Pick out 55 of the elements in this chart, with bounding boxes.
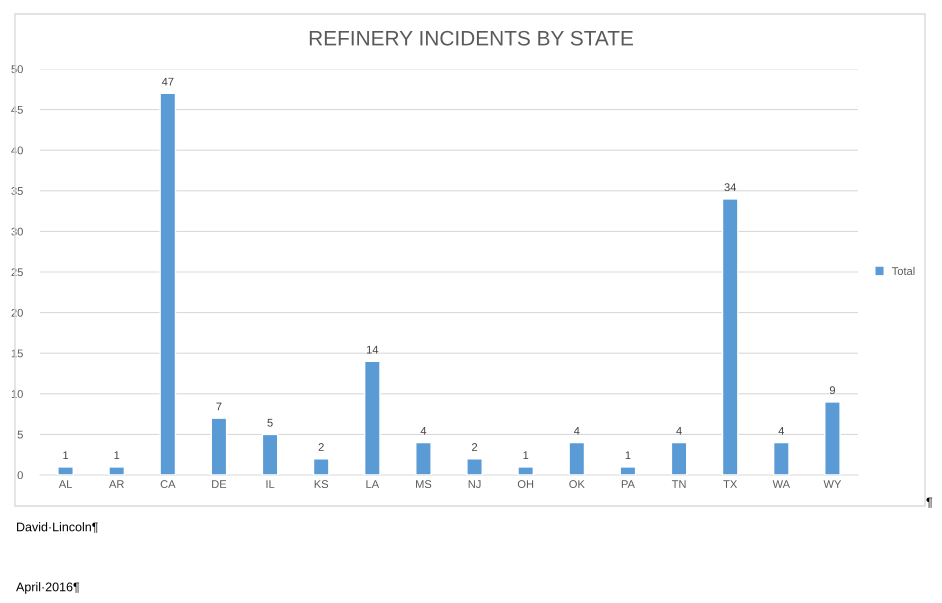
x-tick-label: MS xyxy=(416,480,432,488)
bar xyxy=(262,434,278,475)
y-tick-label: 0 xyxy=(18,471,23,480)
bar xyxy=(670,442,688,475)
data-label: 2 xyxy=(318,443,324,451)
x-tick-label: WA xyxy=(772,480,790,488)
bar xyxy=(620,466,636,475)
x-tick-label: AR xyxy=(108,480,124,488)
bar xyxy=(517,466,534,475)
text: ¶ xyxy=(926,498,932,508)
chart-title: REFINERY INCIDENTS BY STATE xyxy=(310,30,633,46)
legend-label: Total xyxy=(892,266,914,275)
x-tick-label: KS xyxy=(314,480,328,488)
text: April·2016¶ xyxy=(16,582,80,594)
x-tick-label: TN xyxy=(672,480,686,488)
data-label: 1 xyxy=(114,451,120,460)
x-tick-label: DE xyxy=(212,480,226,488)
data-label: 2 xyxy=(472,443,478,451)
bar xyxy=(210,417,228,475)
x-tick-label: PA xyxy=(622,480,635,488)
bar xyxy=(312,458,330,475)
x-tick-label: WY xyxy=(824,480,842,488)
bar xyxy=(824,401,841,475)
bar xyxy=(772,442,790,475)
x-tick-label: OK xyxy=(569,480,585,488)
x-tick-label: TX xyxy=(723,480,738,488)
data-label: 7 xyxy=(216,402,222,410)
bar xyxy=(57,466,74,475)
bar xyxy=(466,458,483,475)
x-tick-label: CA xyxy=(160,480,176,488)
data-label: 5 xyxy=(267,418,273,427)
data-label: 1 xyxy=(63,451,68,460)
data-label: 34 xyxy=(724,183,736,192)
x-tick-label: IL xyxy=(266,480,274,488)
bar xyxy=(159,92,176,475)
x-tick-label: OH xyxy=(518,480,534,488)
x-tick-label: LA xyxy=(366,480,380,488)
x-tick-label: NJ xyxy=(468,480,481,488)
text: David·Lincoln¶ xyxy=(17,522,98,533)
y-tick-label: 5 xyxy=(18,430,23,439)
data-label: 9 xyxy=(830,386,835,394)
x-tick-label: AL xyxy=(58,480,72,488)
bar xyxy=(415,442,432,475)
data-label: 1 xyxy=(523,451,528,460)
data-label: 1 xyxy=(626,451,630,460)
data-label: 4 xyxy=(778,427,784,435)
bar xyxy=(108,466,126,475)
data-label: 14 xyxy=(366,346,378,354)
bar xyxy=(568,442,586,475)
data-label: 4 xyxy=(676,427,682,435)
bar xyxy=(722,198,739,475)
bar xyxy=(364,360,381,475)
data-label: 4 xyxy=(574,427,580,435)
data-label: 4 xyxy=(420,427,426,435)
data-label: 47 xyxy=(162,78,174,86)
